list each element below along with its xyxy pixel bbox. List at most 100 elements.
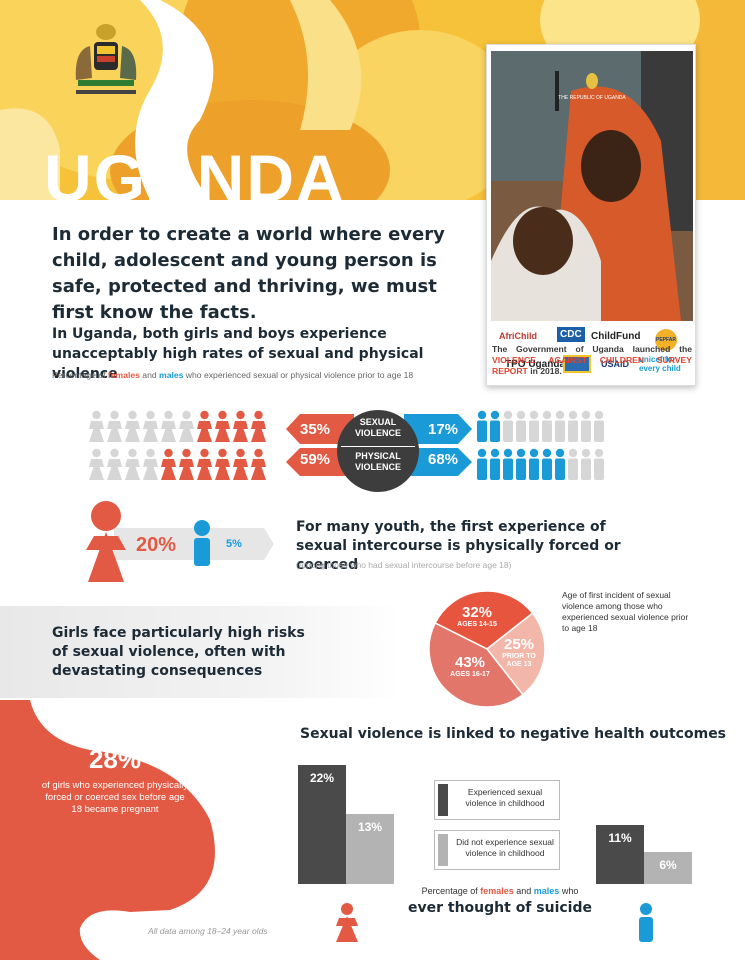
- pie-14-15-value: 32%: [461, 604, 493, 621]
- violence-subtitle: Percentage of females and males who expe…: [52, 370, 413, 380]
- male-icon: [639, 903, 653, 942]
- female-person-icon: [214, 410, 231, 447]
- male-person-icon: [593, 448, 605, 485]
- sexual-violence-label: SEXUAL VIOLENCE: [354, 417, 401, 438]
- female-person-icon: [196, 410, 213, 447]
- female-person-icon: [250, 410, 267, 447]
- childfund-logo: ChildFund: [591, 331, 641, 342]
- caption-females: females: [480, 886, 514, 896]
- cover-caption: The Government of Uganda launched the VI…: [492, 344, 692, 377]
- violence-heading: In Uganda, both girls and boys experienc…: [52, 326, 424, 382]
- subtitle-post: who experienced sexual or physical viole…: [183, 370, 414, 380]
- uganda-coat-of-arms-logo: [66, 20, 146, 100]
- legend-text-experienced: Experienced sexual violence in childhood: [465, 787, 545, 808]
- cover-crest-text: THE REPUBLIC OF UGANDA: [558, 95, 626, 101]
- subtitle-males: males: [159, 370, 184, 380]
- male-person-icon: [476, 448, 488, 485]
- aids-logo: [563, 355, 591, 373]
- female-sexual-violence-icons: [88, 410, 267, 447]
- male-person-icon: [515, 448, 527, 485]
- pregnant-pct: 28%: [88, 744, 142, 774]
- male-person-icon: [489, 448, 501, 485]
- cdc-logo: CDC: [557, 327, 585, 342]
- male-person-icon: [476, 410, 488, 447]
- female-person-icon: [124, 410, 141, 447]
- pie-14-15-label: AGES 14-15: [457, 621, 497, 628]
- female-person-icon: [106, 410, 123, 447]
- africhild-logo: AfriChild: [499, 331, 537, 341]
- unicef-logo: unicef for every child: [639, 355, 681, 373]
- female-icon: [336, 903, 358, 942]
- female-person-icon: [250, 448, 267, 485]
- cover-caption-pre: The Government of Uganda launched the: [492, 344, 692, 354]
- bar-not-experienced: 6%: [644, 851, 692, 884]
- caption-males: males: [533, 886, 560, 896]
- pie-16-17-value: 43%: [454, 654, 486, 671]
- male-person-icon: [554, 410, 566, 447]
- male-person-icon: [541, 410, 553, 447]
- suicide-heading: ever thought of suicide: [408, 900, 592, 916]
- female-person-icon: [160, 410, 177, 447]
- male-person-icon: [489, 410, 501, 447]
- oval-divider: [341, 446, 415, 447]
- usaid-logo: USAID: [601, 359, 630, 369]
- female-person-icon: [160, 448, 177, 485]
- pie-slice-14-15: 32% AGES 14-15: [452, 604, 502, 628]
- cover-caption-report: VIOLENCE AGAINST CHILDREN SURVEY REPORT: [492, 355, 692, 376]
- physical-violence-label: PHYSICAL VIOLENCE: [354, 451, 401, 472]
- legend-not-experienced: Did not experience sexual violence in ch…: [434, 830, 560, 870]
- female-person-icon: [88, 448, 105, 485]
- bar-not-experienced: 13%: [346, 813, 394, 884]
- girls-risk-band: [0, 606, 400, 698]
- footnote: All data among 18–24 year olds: [148, 926, 268, 936]
- intro-statement: In order to create a world where every c…: [52, 224, 445, 323]
- page-title: UGANDA: [44, 141, 346, 215]
- male-physical-violence-icons: [476, 448, 605, 485]
- female-person-icon: [142, 448, 159, 485]
- caption-post: who: [559, 886, 579, 896]
- male-person-icon: [528, 410, 540, 447]
- male-person-icon: [580, 448, 592, 485]
- female-physical-violence-icons: [88, 448, 267, 485]
- caption-pre: Percentage of: [421, 886, 481, 896]
- female-person-icon: [232, 448, 249, 485]
- subtitle-females: females: [107, 370, 140, 380]
- forced-heading: For many youth, the first experience of …: [296, 519, 621, 573]
- bar-experienced: 22%: [298, 765, 346, 884]
- male-person-icon: [541, 448, 553, 485]
- female-person-icon: [124, 448, 141, 485]
- pepfar-logo: PEPFAR: [655, 329, 677, 351]
- pie-prior-13-value: 25%: [503, 636, 535, 653]
- suicide-caption: Percentage of females and males who: [400, 886, 600, 896]
- female-physical-violence-pct: 59%: [300, 451, 331, 468]
- subtitle-pre: Percentage of: [52, 370, 108, 380]
- subtitle-and: and: [139, 370, 160, 380]
- tpo-uganda-logo: TPO Uganda: [505, 359, 566, 370]
- male-person-icon: [580, 410, 592, 447]
- legend-text-not-experienced: Did not experience sexual violence in ch…: [456, 837, 554, 858]
- report-cover: THE REPUBLIC OF UGANDA AfriChild CDC Chi…: [486, 44, 696, 386]
- pregnant-text: of girls who experienced physically forc…: [41, 780, 189, 815]
- male-physical-violence-pct: 68%: [428, 451, 459, 468]
- partner-logos: AfriChild CDC ChildFund PEPFAR TPO Ugand…: [491, 325, 693, 381]
- female-person-icon: [142, 410, 159, 447]
- pie-slice-16-17: 43% AGES 16-17: [442, 654, 498, 678]
- female-person-icon: [214, 448, 231, 485]
- male-person-icon: [567, 448, 579, 485]
- age-pie-chart: [428, 590, 546, 708]
- male-person-icon: [515, 410, 527, 447]
- pie-slice-prior-13: 25% PRIOR TO AGE 13: [494, 636, 544, 669]
- female-person-icon: [106, 448, 123, 485]
- health-title: Sexual violence is linked to negative he…: [300, 726, 727, 742]
- caption-and: and: [513, 886, 534, 896]
- pregnant-silhouette: [0, 700, 215, 960]
- male-person-icon: [502, 448, 514, 485]
- age-pie-caption: Age of first incident of sexual violence…: [562, 590, 689, 633]
- male-person-icon: [567, 410, 579, 447]
- male-person-icon: [554, 448, 566, 485]
- legend-swatch-not-experienced: [438, 834, 448, 866]
- male-person-icon: [593, 410, 605, 447]
- female-person-icon: [178, 410, 195, 447]
- pie-slice: [428, 621, 524, 708]
- forced-note: (among those who had sexual intercourse …: [296, 560, 512, 570]
